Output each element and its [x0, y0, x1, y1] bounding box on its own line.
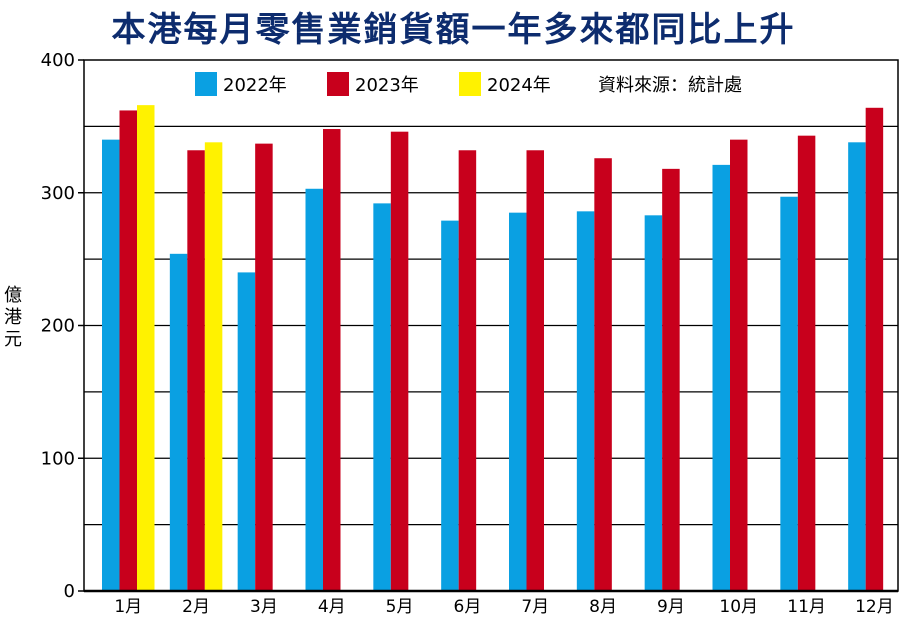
x-tick-label: 2月: [182, 597, 210, 617]
y-tick-label: 0: [64, 581, 75, 602]
y-ticks: 0 100 200 300 400: [41, 50, 84, 602]
bar-2022年-1月: [102, 139, 120, 591]
x-tick-label: 4月: [318, 597, 346, 617]
bar-2023年-3月: [255, 143, 273, 591]
legend-label-2024年: 2024年: [487, 75, 551, 96]
bar-2023年-1月: [119, 110, 137, 591]
y-tick-label: 400: [41, 50, 75, 71]
x-ticks: 1月 2月 3月 4月 5月 6月 7月 8月 9月 10月 11月 12月: [114, 597, 893, 617]
bar-2022年-2月: [169, 253, 188, 591]
bar-2022年-4月: [305, 188, 323, 591]
y-axis-label: 億港元: [4, 285, 22, 350]
x-tick-label: 5月: [386, 597, 414, 617]
x-tick-label: 1月: [114, 597, 142, 617]
bar-2022年-7月: [509, 212, 527, 591]
bar-2022年-12月: [848, 142, 866, 591]
bar-2023年-5月: [390, 131, 409, 591]
legend-swatch-2022年: [195, 72, 217, 96]
bar-2023年-10月: [730, 139, 748, 591]
bar-2023年-6月: [458, 150, 477, 591]
x-tick-label: 3月: [250, 597, 278, 617]
legend-swatch-2024年: [459, 72, 481, 96]
bar-2024年-1月: [137, 105, 155, 591]
bar-2023年-11月: [797, 135, 816, 592]
y-tick-label: 200: [41, 316, 75, 337]
bar-2023年-7月: [526, 150, 544, 591]
x-tick-label: 7月: [521, 597, 549, 617]
legend-swatch-2023年: [327, 72, 349, 96]
bar-2022年-6月: [441, 220, 459, 591]
legend: 2022年 2023年 2024年 資料來源：統計處: [195, 72, 742, 96]
bar-2022年-11月: [780, 196, 798, 592]
bar-2023年-2月: [187, 150, 205, 591]
bar-2022年-9月: [644, 215, 663, 591]
bar-2023年-12月: [865, 107, 884, 591]
bar-2022年-8月: [576, 211, 595, 591]
x-tick-label: 10月: [719, 597, 758, 617]
legend-label-2023年: 2023年: [355, 75, 419, 96]
bar-2023年-4月: [323, 129, 341, 591]
bar-2023年-9月: [662, 168, 680, 592]
source-note: 資料來源：統計處: [598, 75, 742, 96]
y-tick-label: 300: [41, 183, 75, 204]
x-tick-label: 9月: [657, 597, 685, 617]
bars: [102, 105, 884, 592]
bar-2023年-8月: [594, 158, 612, 592]
chart-title: 本港每月零售業銷貨額一年多來都同比上升: [111, 10, 796, 50]
bar-2022年-3月: [237, 272, 256, 591]
x-tick-label: 12月: [855, 597, 894, 617]
y-tick-label: 100: [41, 448, 75, 469]
bar-2022年-5月: [373, 203, 391, 591]
x-tick-label: 11月: [787, 597, 826, 617]
legend-label-2022年: 2022年: [223, 75, 287, 96]
bar-2024年-2月: [204, 142, 223, 591]
x-tick-label: 6月: [454, 597, 482, 617]
bar-2022年-10月: [712, 164, 730, 591]
x-tick-label: 8月: [589, 597, 617, 617]
